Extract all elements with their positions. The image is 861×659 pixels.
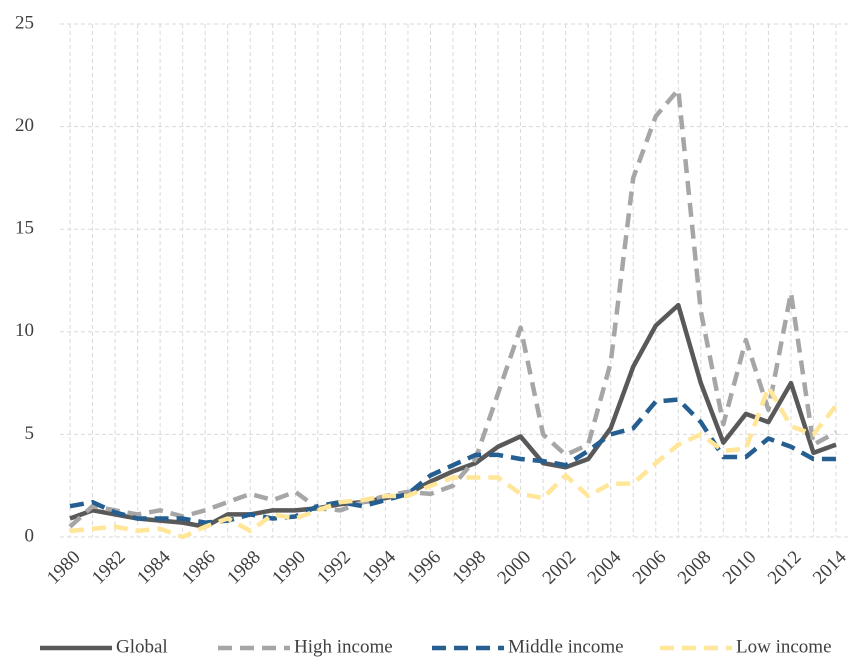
legend-label: High income xyxy=(294,636,393,657)
x-tick-label: 1998 xyxy=(448,547,490,589)
x-tick-label: 1984 xyxy=(133,546,175,588)
x-tick-label: 1982 xyxy=(88,547,130,589)
y-tick-label: 10 xyxy=(15,320,34,341)
series-line xyxy=(69,384,838,540)
y-tick-label: 0 xyxy=(25,525,35,546)
y-tick-label: 20 xyxy=(15,115,34,136)
x-tick-label: 2002 xyxy=(539,547,581,589)
y-tick-label: 15 xyxy=(15,218,34,239)
series-line xyxy=(68,87,838,529)
series-line xyxy=(69,397,836,525)
legend-label: Global xyxy=(116,636,168,657)
legend: Global High income Middle income Low income xyxy=(40,636,832,657)
x-tick-label: 1980 xyxy=(43,547,85,589)
series-line xyxy=(69,302,837,529)
legend-label: Middle income xyxy=(508,636,624,657)
x-tick-label: 2012 xyxy=(764,547,806,589)
x-tick-label: 1996 xyxy=(403,547,445,589)
x-tick-label: 2014 xyxy=(809,546,851,588)
x-tick-label: 2004 xyxy=(584,546,626,588)
y-tick-label: 5 xyxy=(25,423,35,444)
x-tick-label: 2006 xyxy=(629,547,671,589)
y-tick-label: 25 xyxy=(15,12,34,33)
x-tick-label: 1986 xyxy=(178,547,220,589)
x-tick-label: 2000 xyxy=(493,547,535,589)
x-tick-label: 2008 xyxy=(674,547,716,589)
x-tick-label: 1994 xyxy=(358,546,400,588)
x-tick-label: 1988 xyxy=(223,547,265,589)
x-tick-label: 1990 xyxy=(268,547,310,589)
x-tick-label: 2010 xyxy=(719,547,761,589)
legend-label: Low income xyxy=(736,636,832,657)
x-tick-label: 1992 xyxy=(313,547,355,589)
